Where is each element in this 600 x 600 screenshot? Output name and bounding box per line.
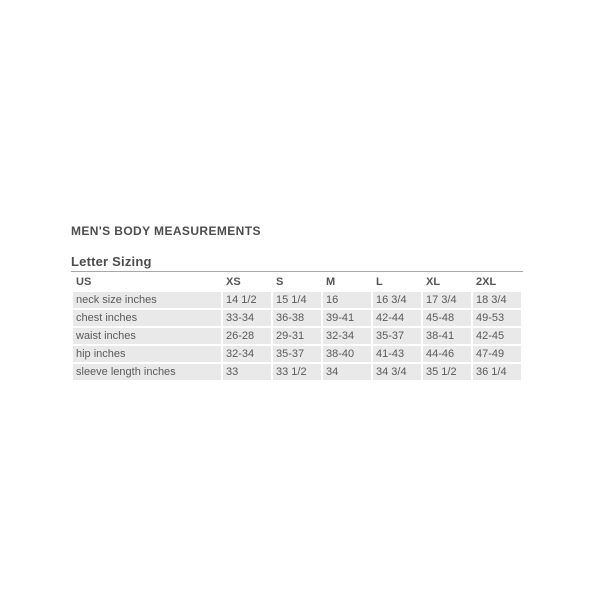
column-header-us: US xyxy=(73,274,221,290)
table-row-neck: neck size inches 14 1/2 15 1/4 16 16 3/4… xyxy=(73,292,521,308)
size-cell: 38-40 xyxy=(323,346,371,362)
size-cell: 38-41 xyxy=(423,328,471,344)
size-cell: 45-48 xyxy=(423,310,471,326)
size-cell: 15 1/4 xyxy=(273,292,321,308)
size-cell: 34 xyxy=(323,364,371,380)
column-header-l: L xyxy=(373,274,421,290)
size-cell: 34 3/4 xyxy=(373,364,421,380)
size-cell: 14 1/2 xyxy=(223,292,271,308)
size-cell: 41-43 xyxy=(373,346,421,362)
column-header-xs: XS xyxy=(223,274,271,290)
row-label: waist inches xyxy=(73,328,221,344)
size-cell: 35-37 xyxy=(273,346,321,362)
size-chart-section: MEN'S BODY MEASUREMENTS Letter Sizing US… xyxy=(71,224,523,382)
size-cell: 16 3/4 xyxy=(373,292,421,308)
table-row-hip: hip inches 32-34 35-37 38-40 41-43 44-46… xyxy=(73,346,521,362)
size-cell: 35 1/2 xyxy=(423,364,471,380)
row-label: sleeve length inches xyxy=(73,364,221,380)
section-title: MEN'S BODY MEASUREMENTS xyxy=(71,224,261,238)
size-cell: 16 xyxy=(323,292,371,308)
size-cell: 33 xyxy=(223,364,271,380)
size-cell: 36-38 xyxy=(273,310,321,326)
size-cell: 44-46 xyxy=(423,346,471,362)
table-row-waist: waist inches 26-28 29-31 32-34 35-37 38-… xyxy=(73,328,521,344)
table-row-sleeve: sleeve length inches 33 33 1/2 34 34 3/4… xyxy=(73,364,521,380)
size-cell: 26-28 xyxy=(223,328,271,344)
row-label: chest inches xyxy=(73,310,221,326)
header-row: US XS S M L XL 2XL xyxy=(73,274,521,290)
table-subtitle: Letter Sizing xyxy=(71,254,152,269)
table-row-chest: chest inches 33-34 36-38 39-41 42-44 45-… xyxy=(73,310,521,326)
column-header-s: S xyxy=(273,274,321,290)
size-cell: 29-31 xyxy=(273,328,321,344)
column-header-m: M xyxy=(323,274,371,290)
column-header-xl: XL xyxy=(423,274,471,290)
size-cell: 36 1/4 xyxy=(473,364,521,380)
size-cell: 35-37 xyxy=(373,328,421,344)
size-chart-table: US XS S M L XL 2XL neck size inches 14 1… xyxy=(71,271,523,382)
row-label: neck size inches xyxy=(73,292,221,308)
size-cell: 33-34 xyxy=(223,310,271,326)
size-cell: 39-41 xyxy=(323,310,371,326)
row-label: hip inches xyxy=(73,346,221,362)
column-header-2xl: 2XL xyxy=(473,274,521,290)
size-cell: 32-34 xyxy=(223,346,271,362)
size-cell: 17 3/4 xyxy=(423,292,471,308)
size-cell: 47-49 xyxy=(473,346,521,362)
size-cell: 49-53 xyxy=(473,310,521,326)
size-cell: 42-45 xyxy=(473,328,521,344)
size-cell: 42-44 xyxy=(373,310,421,326)
size-cell: 18 3/4 xyxy=(473,292,521,308)
size-cell: 32-34 xyxy=(323,328,371,344)
size-cell: 33 1/2 xyxy=(273,364,321,380)
